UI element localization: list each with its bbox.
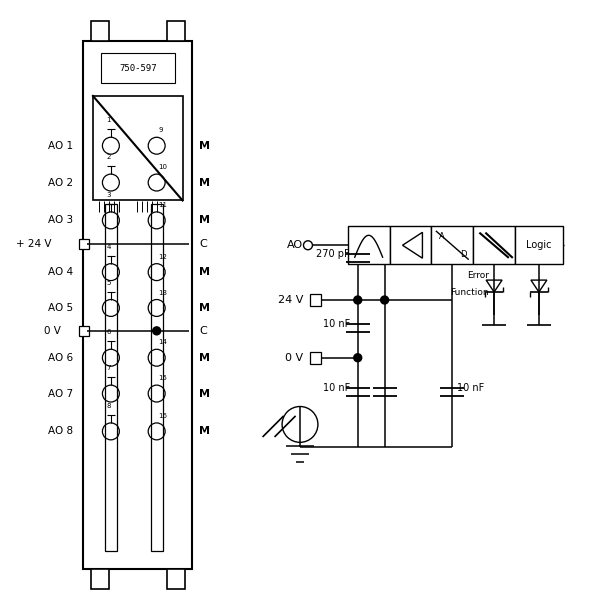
Bar (83, 41, 193, 569)
Text: AO 1: AO 1 (48, 141, 73, 151)
Text: 9: 9 (158, 127, 163, 133)
Bar (91, 21, 109, 41)
Text: M: M (199, 267, 211, 277)
Text: AO 8: AO 8 (48, 427, 73, 436)
Text: 5: 5 (107, 280, 111, 286)
Text: 750-597: 750-597 (119, 64, 157, 73)
Text: 0 V: 0 V (285, 353, 303, 363)
Text: 10: 10 (158, 164, 167, 170)
Bar (431, 226, 473, 264)
Text: 10 nF: 10 nF (323, 319, 350, 329)
Circle shape (152, 327, 161, 335)
Circle shape (354, 296, 362, 304)
Text: AO 6: AO 6 (48, 353, 73, 363)
Text: 6: 6 (107, 329, 111, 335)
Text: C: C (199, 239, 207, 249)
Text: 270 pF: 270 pF (316, 249, 350, 259)
Bar (167, 21, 185, 41)
Text: 0 V: 0 V (44, 326, 61, 336)
Bar (91, 569, 109, 589)
Bar (93, 96, 182, 200)
Text: M: M (199, 178, 211, 188)
Text: 14: 14 (158, 339, 167, 345)
Text: Error: Error (467, 271, 489, 280)
Text: M: M (199, 427, 211, 436)
Text: 12: 12 (158, 254, 167, 260)
Bar (310, 294, 321, 306)
Text: 24 V: 24 V (278, 295, 303, 305)
Text: AO 7: AO 7 (48, 389, 73, 398)
Text: 13: 13 (158, 290, 167, 296)
Text: 3: 3 (107, 192, 111, 198)
Bar (79, 326, 89, 336)
Text: A: A (439, 232, 444, 241)
Text: M: M (199, 353, 211, 363)
Bar (101, 53, 175, 83)
Text: + 24 V: + 24 V (16, 239, 51, 249)
Text: 7: 7 (107, 365, 111, 371)
Bar (348, 226, 389, 264)
Bar (105, 205, 117, 551)
Circle shape (354, 354, 362, 362)
Text: Logic: Logic (526, 240, 551, 250)
Text: AO 4: AO 4 (48, 267, 73, 277)
Text: AO 2: AO 2 (48, 178, 73, 188)
Text: 10 nF: 10 nF (323, 383, 350, 392)
Text: 8: 8 (107, 403, 111, 409)
Text: M: M (199, 389, 211, 398)
Text: Function: Function (451, 287, 489, 296)
Text: 10 nF: 10 nF (457, 383, 485, 392)
Text: AO 5: AO 5 (48, 303, 73, 313)
Bar (473, 226, 515, 264)
Text: AO: AO (287, 240, 303, 250)
Text: AO 3: AO 3 (48, 215, 73, 226)
Text: 2: 2 (107, 154, 111, 160)
Text: M: M (199, 141, 211, 151)
Text: D: D (460, 250, 466, 259)
Bar (310, 352, 321, 364)
Bar (151, 205, 163, 551)
Bar (515, 226, 563, 264)
Text: 1: 1 (107, 118, 111, 124)
Bar (389, 226, 431, 264)
Text: 11: 11 (158, 202, 167, 208)
Text: C: C (199, 326, 207, 336)
Text: 4: 4 (107, 244, 111, 250)
Bar (167, 569, 185, 589)
Text: M: M (199, 303, 211, 313)
Text: M: M (199, 215, 211, 226)
Text: 16: 16 (158, 413, 167, 419)
Bar (79, 239, 89, 249)
Text: 15: 15 (158, 375, 167, 381)
Circle shape (380, 296, 389, 304)
